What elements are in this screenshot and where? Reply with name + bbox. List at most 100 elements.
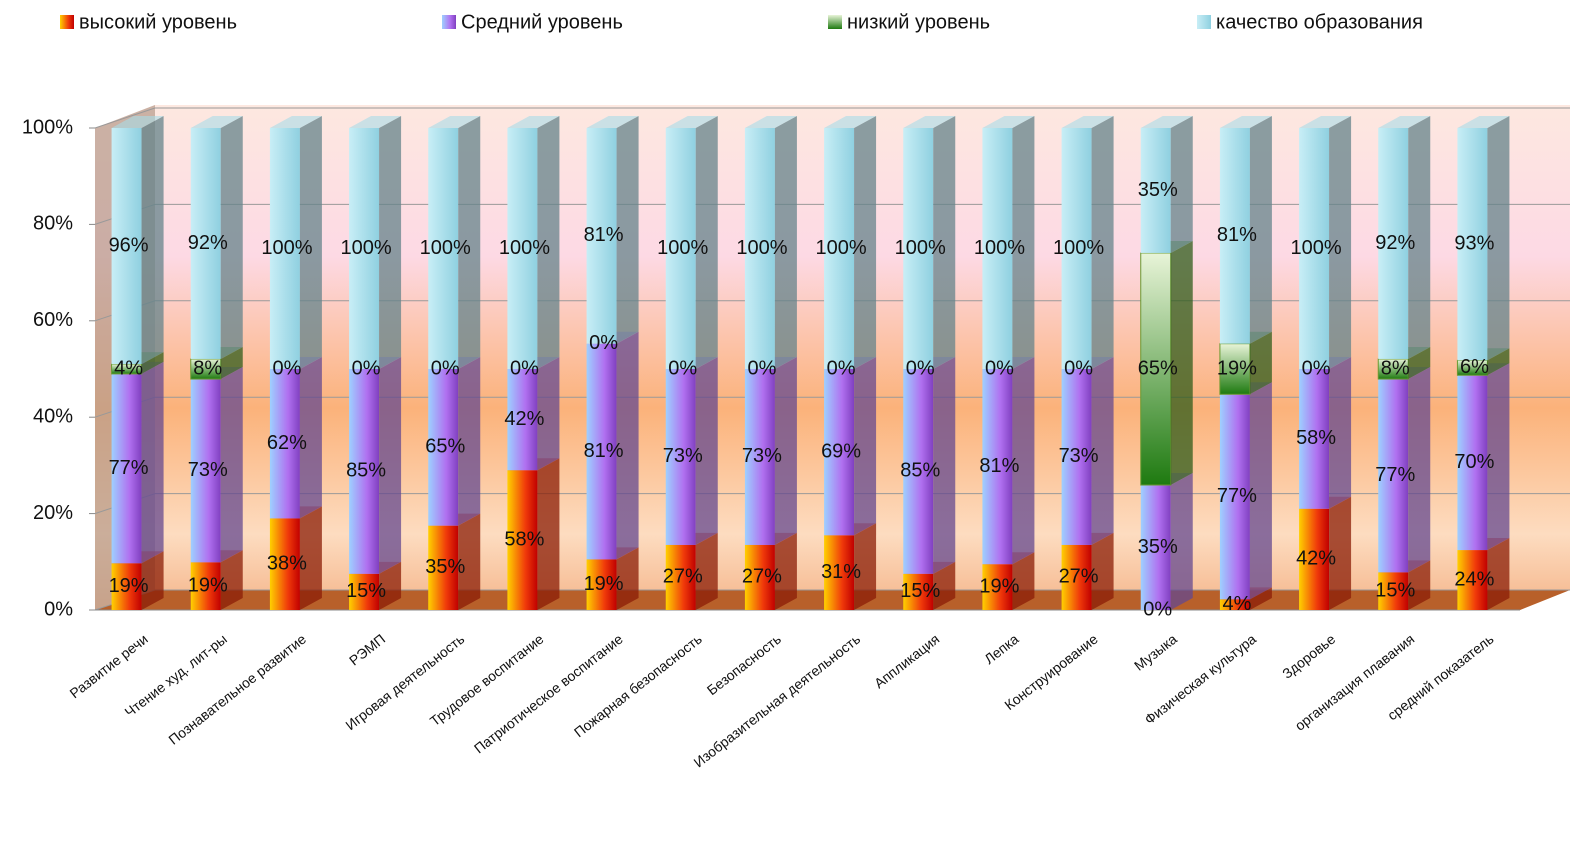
value-label: 92%: [188, 232, 228, 254]
bar-side: [299, 357, 322, 519]
bar-top: [824, 116, 877, 128]
bar-side: [537, 116, 560, 369]
x-tick-label: Музыка: [1131, 631, 1180, 674]
legend-swatch: [442, 15, 456, 29]
value-label: 0%: [747, 357, 776, 379]
bar-side: [1487, 538, 1510, 610]
bar-side: [379, 357, 402, 574]
bar-segment: [507, 128, 538, 369]
bar-segment: [903, 369, 934, 574]
y-tick-label: 40%: [33, 405, 73, 427]
bar-segment: [903, 573, 934, 610]
value-label: 0%: [352, 357, 381, 379]
bar-segment: [1219, 599, 1250, 610]
bar-side: [1170, 116, 1193, 253]
bar-side: [537, 458, 560, 610]
bar-side: [854, 523, 877, 610]
bar-segment: [190, 562, 221, 610]
value-label: 19%: [584, 573, 624, 595]
value-label: 8%: [193, 357, 222, 379]
bar-segment: [428, 128, 459, 369]
bar-top: [1061, 116, 1114, 128]
value-label: 92%: [1375, 232, 1415, 254]
value-label: 62%: [267, 432, 307, 454]
bar-segment: [269, 128, 300, 369]
bar-side: [299, 506, 322, 610]
value-label: 65%: [1138, 357, 1178, 379]
value-label: 4%: [1222, 593, 1251, 615]
bar-segment: [507, 369, 538, 471]
value-label: 77%: [1217, 485, 1257, 507]
bar-side: [933, 561, 956, 610]
bar-top: [269, 116, 322, 128]
bar-side: [1249, 331, 1272, 395]
bar-segment: [665, 128, 696, 369]
value-label: 24%: [1454, 568, 1494, 590]
value-label: 77%: [1375, 464, 1415, 486]
legend-label: высокий уровень: [79, 11, 237, 33]
bar-top: [111, 116, 164, 128]
bar-segment: [1061, 544, 1092, 610]
bar-side: [220, 116, 243, 359]
bar-segment: [1299, 508, 1330, 610]
bar-segment: [744, 544, 775, 610]
bar-side: [695, 357, 718, 545]
value-label: 85%: [900, 460, 940, 482]
legend-swatch: [828, 15, 842, 29]
bar-segment: [824, 535, 855, 610]
value-label: 96%: [109, 234, 149, 256]
bar-side: [616, 116, 639, 344]
bar-segment: [269, 369, 300, 519]
bar-side: [933, 116, 956, 369]
bar-top: [190, 116, 243, 128]
y-tick-label: 100%: [22, 116, 73, 138]
value-label: 4%: [114, 357, 143, 379]
bar-side: [220, 346, 243, 380]
value-label: 100%: [736, 237, 787, 259]
bar-segment: [824, 128, 855, 369]
value-label: 0%: [1064, 357, 1093, 379]
value-label: 0%: [272, 357, 301, 379]
x-tick-label: Здоровье: [1279, 631, 1338, 682]
bar-top: [1219, 116, 1272, 128]
value-label: 73%: [188, 459, 228, 481]
value-label: 73%: [663, 445, 703, 467]
bar-side: [1408, 346, 1431, 380]
x-tick-label: РЭМП: [346, 631, 388, 669]
value-label: 19%: [1217, 357, 1257, 379]
bar-segment: [1378, 379, 1409, 573]
value-label: 81%: [979, 455, 1019, 477]
bar-side: [695, 532, 718, 610]
bar-segment: [1140, 485, 1171, 610]
bar-side: [458, 357, 481, 526]
y-tick-label: 20%: [33, 502, 73, 524]
value-label: 100%: [974, 237, 1025, 259]
value-label: 0%: [431, 357, 460, 379]
value-label: 15%: [900, 580, 940, 602]
value-label: 100%: [420, 237, 471, 259]
bar-side: [1091, 357, 1114, 545]
bar-segment: [349, 369, 380, 574]
bar-side: [1487, 348, 1510, 376]
value-label: 81%: [1217, 224, 1257, 246]
bar-segment: [586, 559, 617, 610]
x-tick-label: Аппликация: [871, 631, 942, 692]
bar-top: [982, 116, 1035, 128]
bar-side: [1249, 116, 1272, 344]
value-label: 100%: [895, 237, 946, 259]
bar-segment: [1140, 252, 1172, 486]
bar-segment: [190, 379, 221, 563]
y-tick-label: 0%: [44, 598, 73, 620]
bar-segment: [111, 373, 142, 564]
bar-top: [665, 116, 718, 128]
bar-side: [1091, 532, 1114, 610]
value-label: 31%: [821, 561, 861, 583]
x-tick-label: Развитие речи: [67, 631, 151, 702]
bar-top: [586, 116, 639, 128]
bar-segment: [1378, 572, 1409, 610]
value-label: 15%: [346, 580, 386, 602]
bar-side: [458, 116, 481, 369]
bar-segment: [1378, 128, 1409, 359]
bar-segment: [428, 369, 459, 526]
